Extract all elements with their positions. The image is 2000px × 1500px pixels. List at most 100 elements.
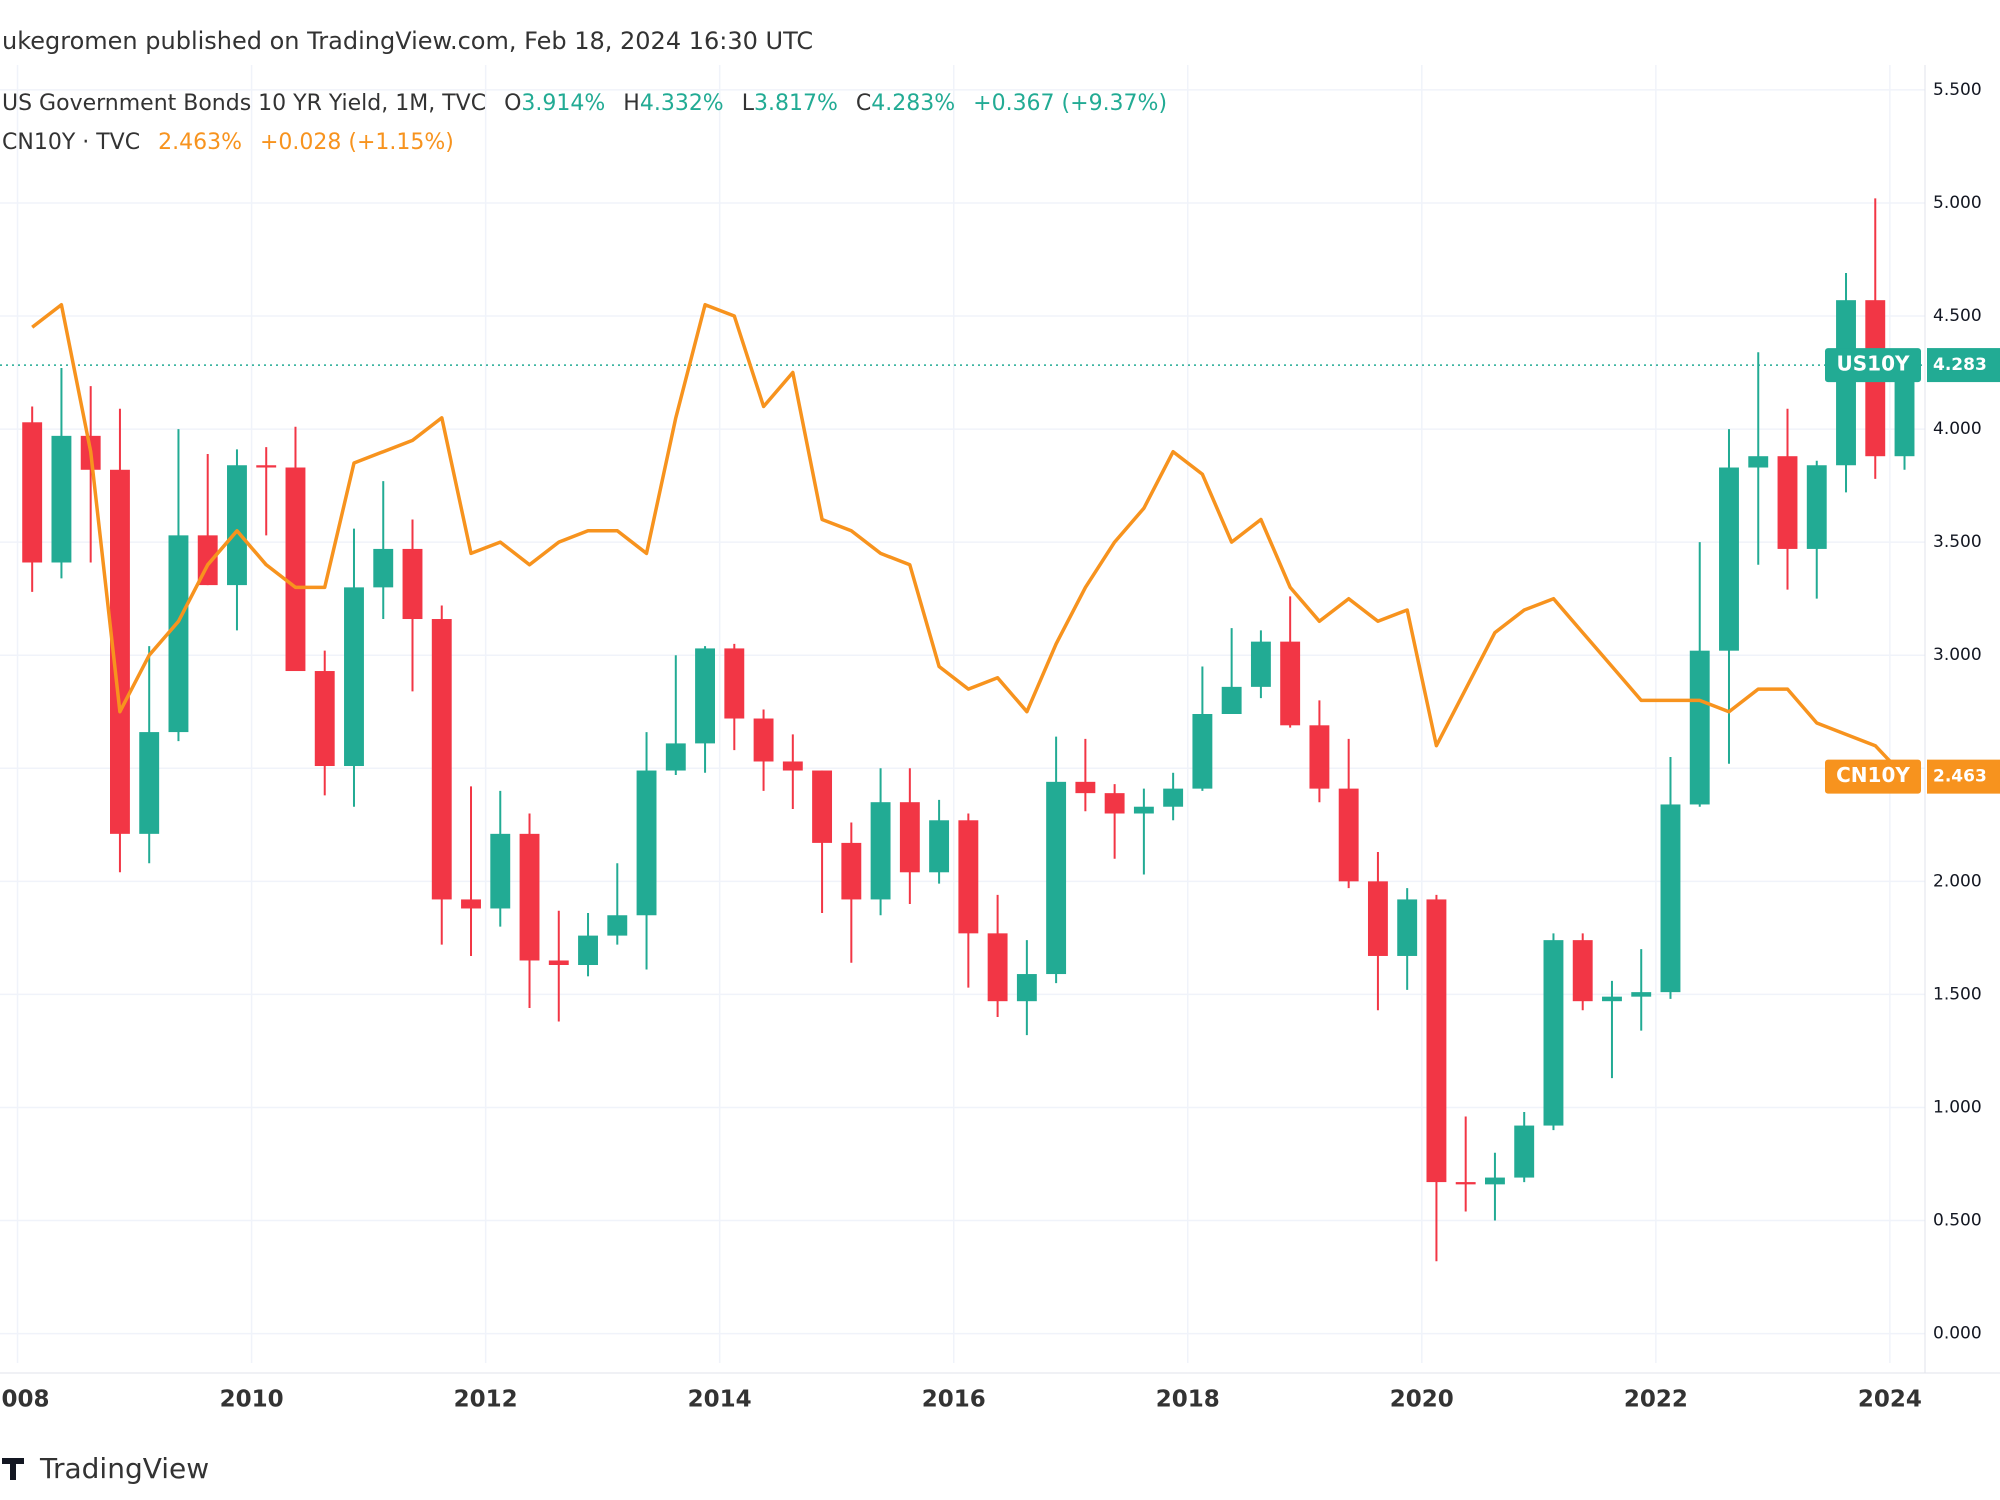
- legend-value: 4.283%: [871, 91, 955, 116]
- candle-body: [724, 648, 745, 719]
- price-tag: [1927, 759, 2000, 794]
- candle-body: [1719, 467, 1739, 651]
- candle-body: [1631, 992, 1652, 997]
- legend-value: 4.332%: [640, 91, 724, 116]
- candle-body: [256, 465, 277, 468]
- legend-value: 2.463%: [158, 130, 242, 155]
- candle-body: [1221, 686, 1242, 714]
- candle-body: [1689, 650, 1710, 805]
- price-tag-value: 4.283: [1933, 355, 1987, 375]
- y-tick-label: 5.500: [1933, 80, 1982, 100]
- candle-body: [1572, 940, 1593, 1002]
- x-tick-label: 2020: [1390, 1387, 1454, 1413]
- candle-body: [1543, 940, 1564, 1126]
- candle-body: [1163, 788, 1184, 807]
- candle-body: [899, 802, 920, 873]
- legend-key: C: [856, 91, 871, 116]
- price-tag: [1927, 348, 2000, 383]
- candle-body: [285, 467, 306, 672]
- y-tick-label: 4.000: [1933, 419, 1982, 439]
- candle-body: [1397, 899, 1418, 956]
- y-tick-label: 0.000: [1933, 1324, 1982, 1344]
- candle-body: [1280, 641, 1301, 726]
- candle-body: [1777, 456, 1798, 549]
- candle-body: [987, 933, 1008, 1002]
- candle-body: [168, 535, 189, 733]
- legend-key: H: [623, 91, 640, 116]
- x-tick-label: 2010: [220, 1387, 284, 1413]
- candle-body: [490, 833, 511, 909]
- y-tick-label: 0.500: [1933, 1211, 1982, 1231]
- y-tick-label: 5.000: [1933, 193, 1982, 213]
- legend-title: CN10Y · TVC: [2, 130, 140, 155]
- price-tag: [1825, 759, 1921, 794]
- candle-body: [227, 465, 247, 586]
- candle-body: [1806, 465, 1827, 549]
- line-series: [31, 302, 1906, 778]
- candle-body: [22, 422, 43, 563]
- legend-title: US Government Bonds 10 YR Yield, 1M, TVC: [2, 91, 486, 116]
- candle-body: [1602, 996, 1622, 1002]
- x-tick-label: 2014: [688, 1387, 752, 1413]
- candle-body: [1075, 781, 1096, 794]
- candle-body: [519, 833, 540, 961]
- candle-body: [344, 587, 364, 767]
- candle-body: [929, 820, 950, 873]
- candle-body: [1133, 806, 1154, 814]
- legend-key: L: [742, 91, 755, 116]
- candle-body: [110, 469, 130, 834]
- price-tag-value: 2.463: [1933, 767, 1987, 787]
- candle-body: [1485, 1177, 1505, 1185]
- candle-body: [578, 935, 598, 966]
- header: ukegromen published on TradingView.com, …: [2, 27, 813, 55]
- x-tick-label: 2008: [0, 1387, 50, 1413]
- candle-body: [1338, 788, 1359, 882]
- candle-body: [1660, 804, 1681, 993]
- y-tick-label: 4.500: [1933, 306, 1982, 326]
- candle-body: [1309, 725, 1330, 789]
- candle-body: [1192, 714, 1213, 789]
- candle-body: [1016, 974, 1037, 1002]
- candle-body: [461, 899, 481, 909]
- candle-body: [1514, 1125, 1535, 1178]
- price-tag-name: CN10Y: [1836, 763, 1910, 787]
- legend-value: +0.367 (+9.37%): [973, 91, 1167, 116]
- legend-entry: US Government Bonds 10 YR Yield, 1M, TVC…: [2, 91, 1167, 116]
- x-tick-label: 2018: [1156, 1387, 1220, 1413]
- x-tick-label: 2024: [1858, 1387, 1922, 1413]
- price-tag-name: US10Y: [1837, 352, 1910, 376]
- candle-body: [402, 548, 423, 620]
- candle-body: [812, 770, 833, 843]
- y-tick-label: 3.500: [1933, 532, 1982, 552]
- y-tick-label: 3.000: [1933, 645, 1982, 665]
- logo: [2, 1458, 24, 1480]
- candle-body: [1250, 641, 1271, 687]
- legend-key: O: [504, 91, 521, 116]
- x-tick-label: 2022: [1624, 1387, 1688, 1413]
- candle-body: [314, 671, 335, 767]
- candle-body: [1836, 300, 1856, 466]
- footer: TradingView: [39, 1452, 209, 1485]
- candle-body: [373, 548, 394, 588]
- price-tag: [1825, 348, 1921, 383]
- candle-body: [607, 915, 628, 936]
- candle-body: [1426, 899, 1447, 1183]
- candle-body: [431, 619, 452, 900]
- candle-body: [753, 718, 774, 762]
- candle-body: [51, 435, 72, 563]
- y-tick-label: 1.000: [1933, 1097, 1982, 1117]
- x-tick-label: 2016: [922, 1387, 986, 1413]
- candle-body: [1455, 1182, 1476, 1185]
- candle-body: [782, 761, 803, 771]
- candle-body: [636, 770, 657, 916]
- candle-body: [139, 732, 160, 834]
- legend-value: 3.914%: [521, 91, 605, 116]
- candle-body: [1748, 456, 1769, 468]
- candle-body: [1894, 365, 1915, 457]
- candle-body: [695, 648, 715, 744]
- candle-body: [870, 802, 891, 900]
- legend-value: +0.028 (+1.15%): [260, 130, 454, 155]
- y-tick-label: 1.500: [1933, 984, 1982, 1004]
- legend-value: 3.817%: [754, 91, 838, 116]
